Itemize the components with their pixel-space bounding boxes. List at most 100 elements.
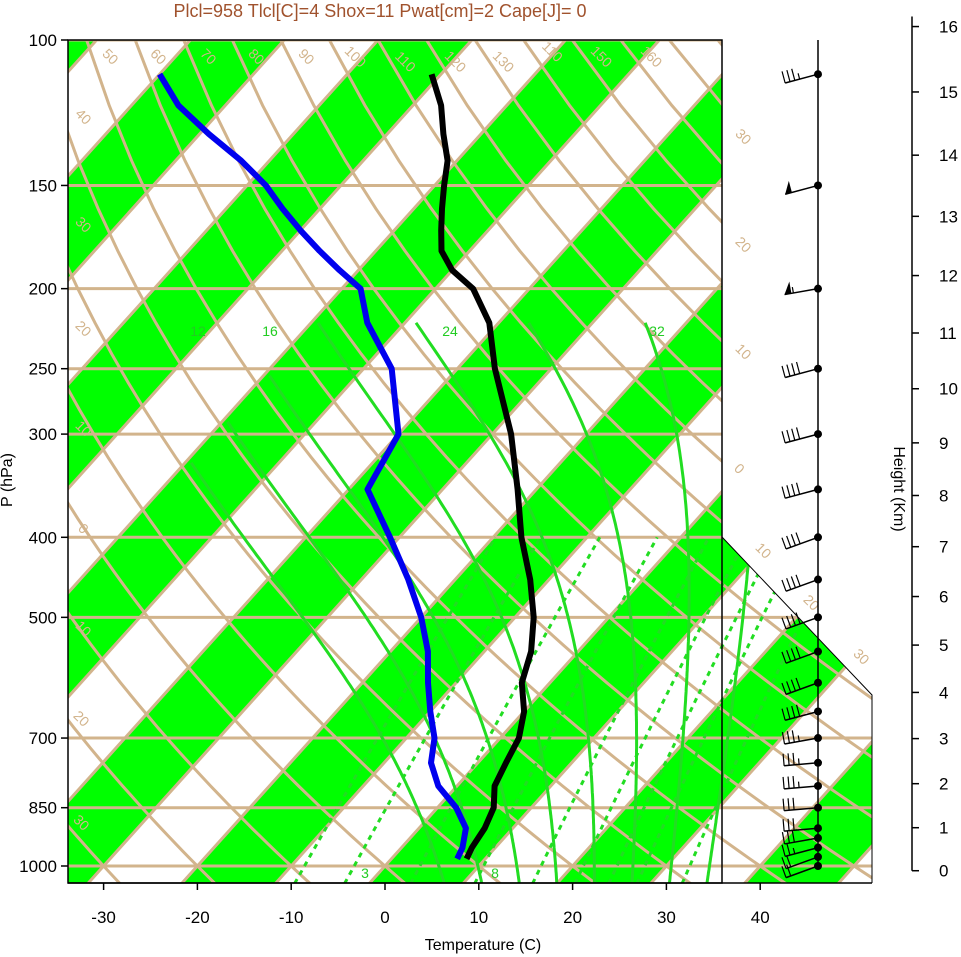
x-axis-label: Temperature (C) <box>425 937 541 954</box>
x-tick-label: 0 <box>380 908 389 927</box>
wind-flag <box>790 576 797 588</box>
wind-barb <box>785 536 819 550</box>
mixing-ratio-label: 24 <box>442 323 458 339</box>
dry-adiabat-line <box>230 40 872 759</box>
height-axis-label: Height (Km) <box>890 446 907 531</box>
wind-flag <box>792 776 795 789</box>
isotherm-band <box>744 741 872 883</box>
wind-flag <box>786 707 791 720</box>
wind-half-flag <box>797 73 801 80</box>
wind-barb <box>784 710 819 721</box>
height-tick-label: 5 <box>939 636 948 655</box>
isotherm-line <box>68 40 474 491</box>
wind-flag <box>795 427 801 440</box>
wind-flag <box>787 798 790 811</box>
wind-half-flag <box>791 286 794 294</box>
y-tick-label: 850 <box>29 799 57 818</box>
wind-flag <box>786 649 792 662</box>
x-tick-label: 20 <box>563 908 582 927</box>
wind-barb <box>784 837 819 845</box>
isotherm-label: 40 <box>72 105 94 127</box>
y-tick-label: 300 <box>29 425 57 444</box>
axes: -30 -20 -10 0 10 20 30 40 Temperature (C) 100 150 2… <box>0 31 872 954</box>
moist-adiabat-line <box>643 322 691 883</box>
wind-flag <box>790 614 797 626</box>
wind-flag <box>781 579 787 592</box>
wind-flag <box>782 776 785 789</box>
wind-flag <box>786 577 792 590</box>
height-tick-label: 15 <box>939 83 958 102</box>
isotherm-line <box>555 531 872 883</box>
wind-flag <box>786 615 792 628</box>
isotherm-band <box>68 40 847 883</box>
dry-adiabat-line <box>376 40 872 586</box>
dry-adiabat-line <box>68 386 503 883</box>
wind-barb <box>784 846 819 858</box>
wind-flag <box>795 646 801 659</box>
wind-barb <box>785 578 819 592</box>
wind-barbs <box>781 40 822 879</box>
x-tick-label: 10 <box>469 908 488 927</box>
wind-flag <box>786 69 791 82</box>
wind-flag <box>791 68 796 81</box>
wind-barb <box>784 762 819 767</box>
y-tick-label: 700 <box>29 729 57 748</box>
dry-adiabat-line <box>279 40 872 701</box>
wind-barb <box>784 785 819 790</box>
wind-barb <box>784 367 819 379</box>
dry-adiabat-line <box>425 40 872 530</box>
wind-half-flag <box>797 781 800 788</box>
isotherm-line <box>86 40 850 883</box>
wind-barb <box>785 865 819 879</box>
isotherm-line <box>68 40 756 804</box>
dry-adiabat-line <box>68 263 598 883</box>
wind-barb <box>785 616 819 630</box>
height-tick-label: 13 <box>939 207 958 226</box>
wind-flag <box>791 483 796 496</box>
wind-flag <box>792 752 795 765</box>
height-tick-label: 1 <box>939 819 948 838</box>
moist-adiabat-line <box>316 321 559 883</box>
mixing-ratio-label: 12 <box>190 323 206 339</box>
mixing-ratio-line <box>409 536 602 883</box>
wind-barb <box>785 650 819 664</box>
wind-flag <box>781 617 787 630</box>
y-tick-label: 500 <box>29 608 57 627</box>
dry-adiabat-line <box>68 717 217 883</box>
wind-flag <box>786 485 791 498</box>
wind-flag <box>791 428 796 441</box>
moist-adiabat-line <box>268 374 521 883</box>
y-tick-label: 250 <box>29 360 57 379</box>
wind-barb <box>784 73 819 84</box>
wind-pennant <box>784 281 792 295</box>
height-tick-label: 3 <box>939 730 948 749</box>
wind-flag <box>782 753 785 766</box>
wind-flag <box>787 776 790 789</box>
isotherm-line <box>68 40 568 596</box>
wind-flag <box>786 429 791 442</box>
wind-flag <box>781 537 787 550</box>
y-tick-label: 400 <box>29 528 57 547</box>
wind-barb <box>784 488 819 499</box>
wind-flag <box>781 365 786 378</box>
wind-flag <box>787 818 790 831</box>
isotherm-label: 90 <box>295 45 317 67</box>
x-tick-label: -10 <box>279 908 304 927</box>
x-tick-label: -30 <box>91 908 116 927</box>
wind-pennant <box>785 180 792 195</box>
chart-title: Plcl=958 Tlcl[C]=4 Shox=11 Pwat[cm]=2 Ca… <box>173 1 586 21</box>
plot-mask-fill <box>722 40 872 695</box>
wind-flag <box>786 535 792 548</box>
wind-flag <box>791 830 795 843</box>
wind-flag <box>795 612 801 625</box>
y-tick-label: 200 <box>29 280 57 299</box>
isotherm-line <box>68 40 662 700</box>
wind-half-flag <box>797 758 800 765</box>
y-tick-label: 100 <box>29 31 57 50</box>
wind-flag <box>791 730 795 743</box>
height-tick-label: 9 <box>939 434 948 453</box>
height-tick-label: 14 <box>939 146 958 165</box>
mixing-ratio-line <box>531 536 711 883</box>
